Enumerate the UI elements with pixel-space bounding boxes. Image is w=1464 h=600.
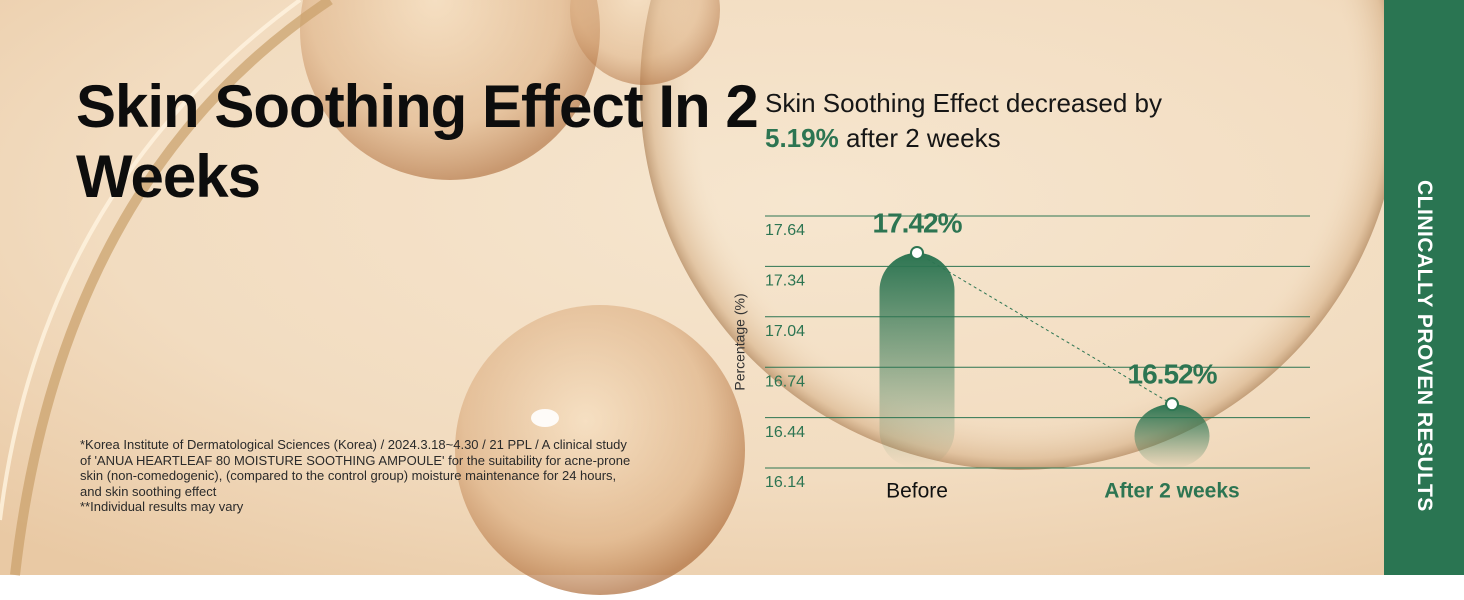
y-tick-label: 16.74	[765, 373, 805, 390]
subtitle-text: Skin Soothing Effect decreased by	[765, 88, 1162, 118]
y-tick-label: 17.04	[765, 323, 805, 340]
footnote-line: and skin soothing effect	[80, 483, 217, 499]
y-axis-label: Percentage (%)	[732, 293, 748, 390]
value-label: 17.42%	[873, 207, 963, 238]
bar	[1134, 404, 1210, 468]
bar	[879, 252, 955, 468]
bubble	[640, 0, 1400, 470]
side-banner: CLINICALLY PROVEN RESULTS	[1384, 0, 1464, 575]
subtitle: Skin Soothing Effect decreased by 5.19% a…	[765, 86, 1285, 156]
arc	[0, 0, 302, 521]
arc	[10, 0, 333, 576]
bubble	[455, 305, 745, 595]
point	[1165, 397, 1179, 412]
subtitle-highlight: 5.19%	[765, 123, 839, 153]
footnote: *Korea Institute of Dermatological Scien…	[80, 437, 630, 515]
footnote-line: skin (non-comedogenic), (compared to the…	[80, 468, 617, 483]
y-tick-label: 16.44	[765, 424, 805, 441]
headline: Skin Soothing Effect In 2 Weeks	[76, 73, 759, 210]
footnote-line: **Individual results may vary	[80, 499, 244, 514]
y-tick-label: 16.14	[765, 474, 805, 491]
x-tick-label: After 2 weeks	[1104, 480, 1239, 503]
y-tick-label: 17.64	[765, 222, 805, 239]
x-tick-label: Before	[886, 480, 948, 503]
subtitle-rest: after 2 weeks	[845, 123, 1001, 153]
bubble	[570, 0, 720, 85]
highlight	[531, 409, 559, 427]
footnote-line: of 'ANUA HEARTLEAF 80 MOISTURE SOOTHING …	[80, 452, 631, 468]
trend-line	[916, 252, 1173, 405]
side-banner-text: CLINICALLY PROVEN RESULTS	[1413, 180, 1436, 512]
footnote-line: *Korea Institute of Dermatological Scien…	[80, 437, 627, 452]
point	[910, 245, 924, 260]
value-label: 16.52%	[1128, 359, 1218, 390]
y-tick-label: 17.34	[765, 273, 805, 290]
bubble	[300, 0, 600, 180]
